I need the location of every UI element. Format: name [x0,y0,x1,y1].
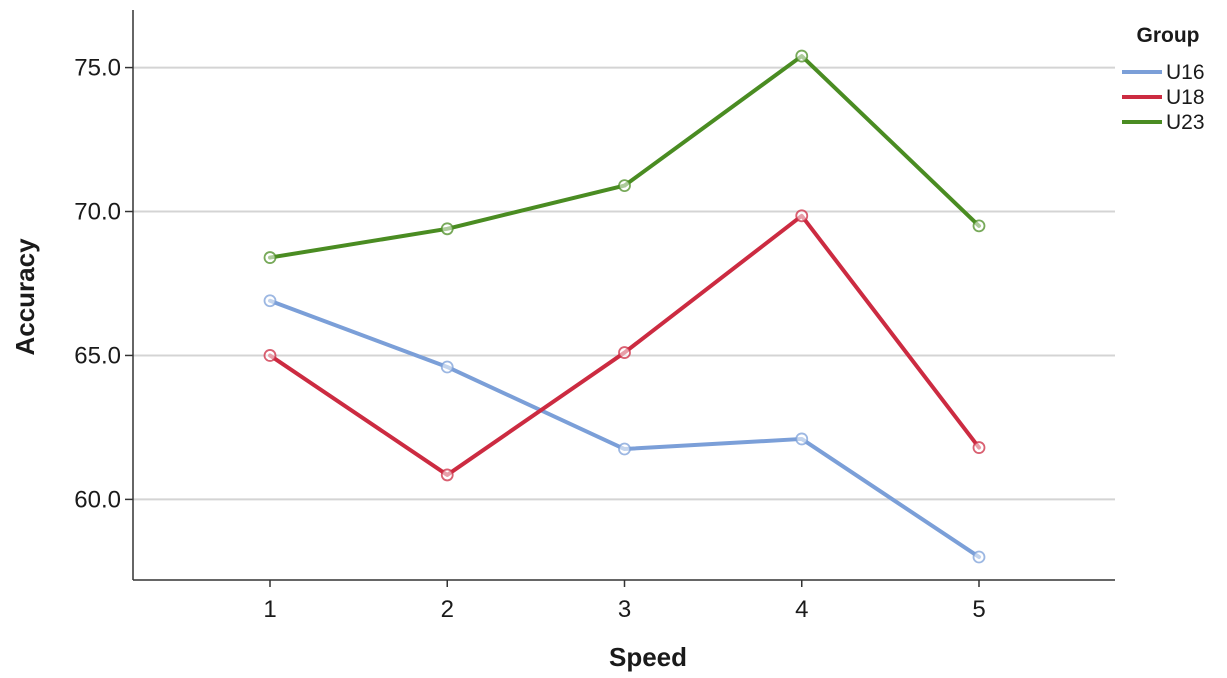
data-point-u23 [618,179,631,193]
y-tick-label: 70.0 [74,199,121,226]
data-point-u23 [795,49,809,63]
legend-label-u18: U18 [1166,86,1205,109]
x-tick-labels: 1 2 3 4 5 [263,580,986,623]
legend-label-u23: U23 [1166,111,1205,134]
series-line-u23 [268,54,981,260]
legend-label-u16: U16 [1166,61,1205,84]
series-lines [268,54,981,559]
data-point-u23 [263,251,277,264]
x-tick-label: 1 [263,596,276,623]
y-tick-label: 60.0 [74,486,121,513]
legend-title: Group [1137,24,1200,47]
data-point-u18 [263,349,277,362]
series-line-u18 [268,213,981,477]
y-tick-labels: 60.0 65.0 70.0 75.0 [74,55,133,513]
y-axis-title: Accuracy [10,238,40,356]
data-point-u18 [440,468,454,482]
axes [132,10,1115,581]
gridlines [133,66,1115,501]
x-tick-label: 2 [441,596,454,623]
data-point-u16 [440,360,454,374]
data-point-u16 [618,442,631,456]
x-axis-title: Speed [609,642,687,672]
y-tick-label: 75.0 [74,55,121,82]
data-point-u16 [972,550,986,564]
data-point-u23 [440,222,454,236]
x-tick-label: 5 [972,596,985,623]
data-point-u16 [795,432,809,446]
data-point-u18 [795,209,809,223]
x-tick-label: 4 [795,596,808,623]
data-point-u18 [618,346,631,359]
y-tick-label: 65.0 [74,342,121,369]
data-point-u23 [972,219,986,233]
data-point-u18 [972,441,986,454]
data-point-u16 [263,294,277,308]
series-points [263,49,986,564]
x-tick-label: 3 [618,596,631,623]
